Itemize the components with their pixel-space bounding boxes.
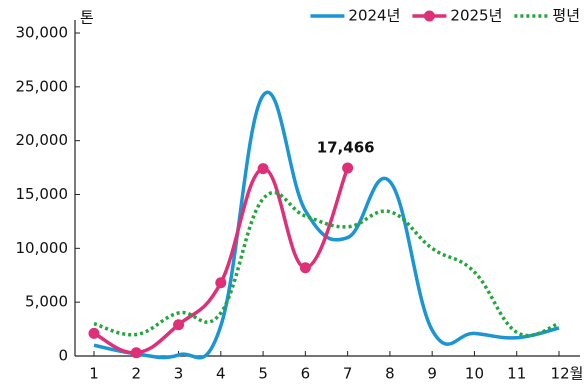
x-tick-label: 8 — [385, 365, 395, 383]
point — [299, 262, 311, 274]
point — [215, 277, 227, 289]
x-tick-label: 10 — [465, 365, 484, 383]
x-tick-label: 7 — [343, 365, 353, 383]
x-tick-label: 4 — [216, 365, 226, 383]
series-line — [93, 190, 560, 338]
y-tick-label: 0 — [58, 347, 68, 365]
point — [173, 319, 185, 331]
point — [130, 347, 142, 359]
y-unit: 톤 — [80, 9, 94, 27]
x-tick-label: 11 — [507, 365, 526, 383]
y-tick-label: 5,000 — [25, 293, 68, 311]
y-tick-label: 15,000 — [16, 185, 69, 203]
legend-marker — [423, 10, 435, 22]
legend-label: 2024년 — [348, 7, 400, 25]
x-tick-label: 6 — [301, 365, 311, 383]
y-tick-label: 30,000 — [16, 24, 69, 42]
series-line — [93, 90, 560, 360]
x-tick-label: 3 — [174, 365, 184, 383]
y-tick-label: 10,000 — [16, 239, 69, 257]
legend-label: 2025년 — [450, 7, 502, 25]
x-tick-label: 5 — [258, 365, 268, 383]
y-tick-label: 25,000 — [16, 77, 69, 95]
x-tick-label: 2 — [131, 365, 141, 383]
point — [88, 327, 100, 339]
y-tick-label: 20,000 — [16, 131, 69, 149]
point — [342, 162, 354, 174]
value-label: 17,466 — [317, 138, 375, 156]
legend-label: 평년 — [552, 7, 580, 25]
x-tick-label: 1 — [89, 365, 99, 383]
x-tick-label: 9 — [427, 365, 437, 383]
point — [257, 163, 269, 175]
x-tick-label: 12월 — [551, 365, 584, 383]
